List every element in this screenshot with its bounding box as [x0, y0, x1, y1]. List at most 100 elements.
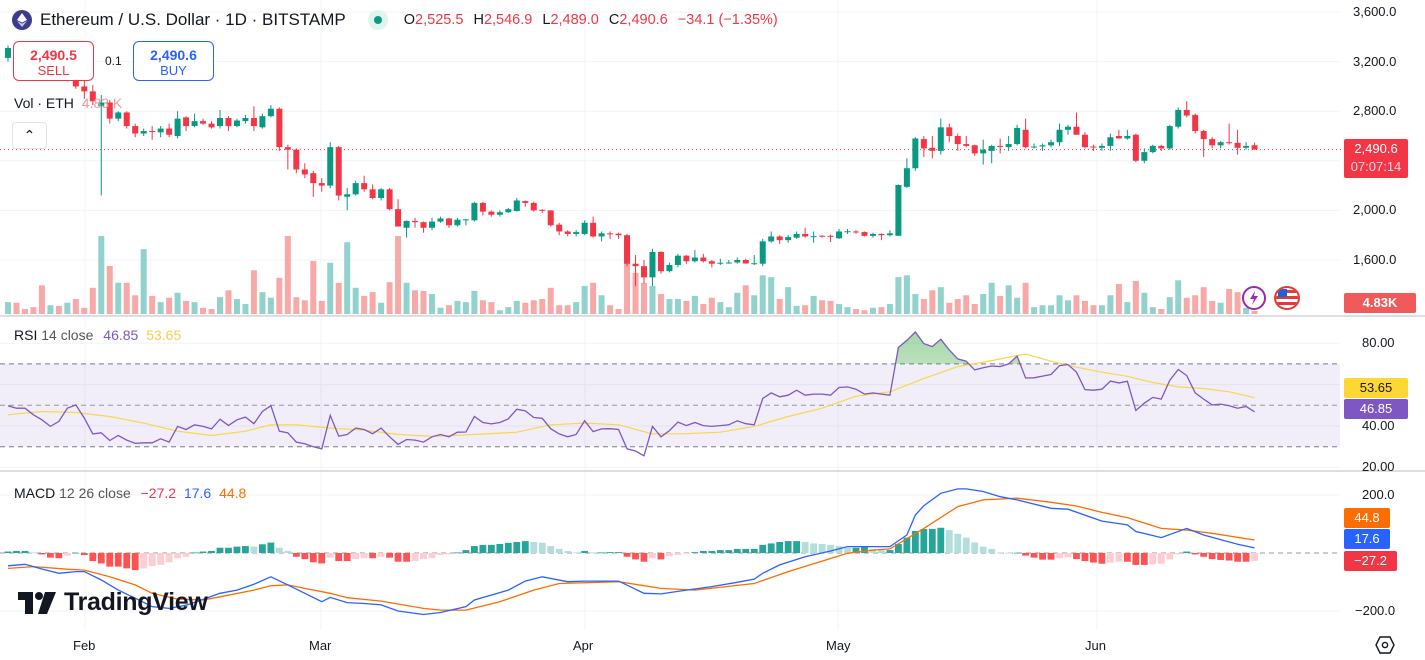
volume-bar	[607, 305, 614, 314]
volume-bar	[225, 290, 232, 314]
volume-bar	[166, 297, 173, 314]
macd-histogram-bar	[1115, 553, 1123, 562]
volume-bar	[1039, 305, 1046, 314]
candle-body	[844, 231, 851, 233]
macd-histogram-bar	[1132, 553, 1140, 565]
volume-bar	[641, 282, 647, 314]
symbol-title[interactable]: Ethereum / U.S. Dollar · 1D · BITSTAMP	[40, 10, 346, 29]
candle-body	[403, 220, 410, 228]
macd-histogram-bar	[869, 548, 877, 553]
macd-histogram-bar	[301, 553, 309, 560]
candle-body	[886, 233, 893, 236]
candle	[581, 220, 588, 236]
current-price-value: 2,490.6	[1354, 141, 1398, 156]
macd-histogram-bar	[988, 548, 996, 553]
candle-body	[878, 233, 885, 236]
volume-bar	[471, 290, 478, 314]
candle-body	[573, 232, 580, 234]
candle	[479, 201, 486, 216]
rsi-axis-label: 80.00	[1362, 335, 1395, 351]
macd-histogram-bar	[394, 553, 402, 562]
lightning-event-icon[interactable]	[1242, 286, 1266, 310]
volume-bar	[1090, 305, 1097, 314]
macd-histogram-bar	[733, 548, 741, 553]
ohlc-values: O2,525.5 H2,546.9 L2,489.0 C2,490.6 −34.…	[404, 12, 784, 28]
sell-button[interactable]: 2,490.5 SELL	[13, 41, 94, 81]
candle-body	[250, 118, 257, 127]
volume-bar	[530, 300, 537, 314]
volume-bar	[1115, 284, 1122, 314]
macd-histogram-bar	[445, 553, 453, 555]
candle	[208, 121, 215, 129]
candle	[301, 163, 308, 179]
volume-bar	[624, 262, 631, 314]
rsi-legend-params: 14 close	[41, 327, 94, 343]
candle-body	[352, 183, 359, 195]
volume-bar	[1073, 295, 1080, 314]
macd-legend[interactable]: MACD 12 26 close −27.2 17.6 44.8	[14, 485, 246, 501]
candle	[844, 229, 851, 234]
volume-bar	[454, 300, 461, 314]
volume-bar	[861, 310, 868, 314]
candle	[954, 133, 961, 151]
macd-histogram-bar	[97, 553, 105, 564]
candle-body	[683, 255, 690, 262]
candle	[1124, 129, 1131, 140]
volume-bar	[412, 290, 419, 314]
tradingview-logo-icon	[18, 591, 56, 614]
candle	[691, 250, 698, 263]
candle-body	[1081, 134, 1088, 148]
candle-body	[522, 201, 529, 203]
candle	[768, 231, 775, 243]
macd-histogram-bar	[318, 553, 326, 564]
macd-histogram-bar	[852, 547, 860, 553]
rsi-ma-line	[7, 353, 1255, 438]
macd-histogram-bar	[275, 547, 283, 553]
candle	[1073, 112, 1080, 135]
volume-bar	[445, 305, 452, 314]
volume-bar	[878, 307, 885, 314]
macd-histogram-bar	[725, 550, 733, 553]
macd-legend-value: 17.6	[183, 485, 212, 501]
volume-bar	[793, 305, 800, 314]
candle-body	[657, 251, 664, 272]
candle-body	[641, 266, 647, 278]
macd-histogram-bar	[996, 552, 1004, 554]
macd-histogram-bar	[903, 537, 911, 553]
volume-bar	[369, 292, 376, 314]
candle-body	[462, 219, 469, 221]
candle	[395, 199, 402, 227]
us-flag-event-icon[interactable]	[1274, 286, 1300, 310]
settings-icon[interactable]	[1375, 636, 1395, 659]
rsi-line	[7, 331, 1255, 457]
candle	[810, 231, 817, 243]
rsi-legend[interactable]: RSI 14 close 46.85 53.65	[14, 327, 181, 343]
volume-bar	[717, 302, 724, 314]
candle-body	[1234, 142, 1241, 148]
buy-button[interactable]: 2,490.6 BUY	[133, 41, 214, 81]
volume-bar	[378, 302, 385, 314]
candle-body	[284, 147, 291, 150]
candle	[1048, 139, 1055, 148]
volume-bar	[598, 295, 605, 314]
macd-histogram-bar	[1022, 553, 1029, 556]
candle	[157, 126, 164, 138]
macd-histogram-bar	[1047, 553, 1055, 560]
tradingview-logo[interactable]: TradingView	[18, 588, 208, 617]
rsi-badge: 46.85	[1344, 399, 1408, 419]
volume-bar	[496, 310, 503, 314]
candle	[734, 257, 741, 264]
candle-body	[853, 231, 859, 233]
candle	[335, 145, 342, 201]
volume-bar	[318, 300, 325, 314]
candle	[573, 230, 580, 237]
macd-histogram-bar	[954, 533, 962, 553]
collapse-legend-button[interactable]: ⌃	[12, 122, 47, 149]
volume-bar	[827, 300, 834, 314]
spread-value: 0.1	[105, 54, 122, 68]
candle-body	[81, 86, 88, 92]
macd-histogram-bar	[818, 544, 826, 553]
candle	[937, 118, 944, 155]
volume-legend[interactable]: Vol · ETH 4.83 K	[14, 95, 122, 111]
